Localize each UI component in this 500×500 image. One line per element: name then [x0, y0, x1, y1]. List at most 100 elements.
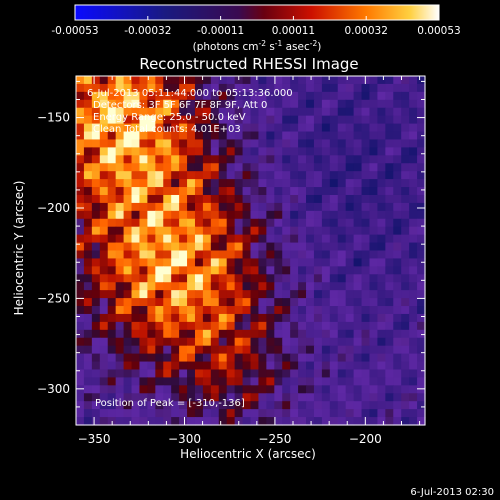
heatmap-cell — [393, 337, 402, 347]
heatmap-cell — [139, 234, 148, 244]
heatmap-cell — [234, 234, 244, 244]
heatmap-cell — [313, 226, 323, 236]
heatmap-cell — [83, 210, 93, 220]
heatmap-cell — [258, 274, 267, 283]
heatmap-cell — [115, 250, 125, 260]
heatmap-cell — [115, 163, 125, 172]
heatmap-cell — [385, 321, 394, 331]
heatmap-cell — [210, 115, 220, 125]
heatmap-cell — [258, 139, 267, 148]
heatmap-cell — [147, 242, 156, 252]
heatmap-cell — [313, 290, 323, 299]
heatmap-cell — [179, 147, 188, 156]
heatmap-cell — [282, 417, 291, 426]
heatmap-cell — [345, 361, 355, 371]
heatmap-cell — [361, 187, 371, 196]
heatmap-cell — [179, 385, 188, 394]
heatmap-cell — [99, 99, 109, 109]
heatmap-cell — [321, 306, 331, 315]
heatmap-cell — [171, 131, 180, 141]
heatmap-cell — [147, 226, 156, 236]
heatmap-cell — [329, 187, 339, 196]
heatmap-cell — [306, 361, 315, 371]
heatmap-cell — [417, 139, 426, 148]
heatmap-cell — [345, 321, 355, 331]
heatmap-cell — [361, 250, 371, 260]
heatmap-cell — [99, 329, 109, 339]
heatmap-cell — [202, 179, 212, 188]
heatmap-cell — [258, 337, 267, 347]
heatmap-cell — [337, 131, 347, 141]
heatmap-cell — [266, 210, 275, 220]
heatmap-cell — [202, 194, 212, 204]
heatmap-cell — [179, 83, 188, 93]
heatmap-cell — [163, 155, 172, 164]
heatmap-cell — [401, 250, 410, 260]
heatmap-cell — [155, 218, 164, 228]
heatmap-cell — [337, 187, 347, 196]
heatmap-cell — [290, 393, 299, 402]
heatmap-cell — [76, 107, 85, 117]
heatmap-cell — [369, 194, 379, 204]
heatmap-cell — [76, 115, 85, 125]
heatmap-cell — [234, 179, 244, 188]
heatmap-cell — [321, 163, 331, 172]
heatmap-cell — [194, 401, 204, 410]
heatmap-cell — [187, 361, 196, 371]
heatmap-cell — [353, 76, 363, 85]
heatmap-cell — [155, 202, 164, 212]
heatmap-cell — [171, 115, 180, 125]
heatmap-cell — [115, 115, 125, 125]
heatmap-cell — [401, 218, 410, 228]
heatmap-cell — [274, 163, 283, 172]
heatmap-cell — [202, 234, 212, 244]
heatmap-cell — [409, 298, 418, 307]
heatmap-cell — [250, 91, 260, 101]
heatmap-cell — [313, 361, 323, 371]
heatmap-cell — [107, 377, 117, 386]
heatmap-cell — [202, 187, 212, 196]
heatmap-cell — [163, 329, 172, 339]
heatmap-cell — [107, 313, 117, 323]
heatmap-cell — [385, 171, 394, 180]
heatmap-cell — [321, 369, 331, 379]
heatmap-cell — [417, 345, 426, 355]
heatmap-cell — [393, 123, 402, 133]
heatmap-cell — [139, 250, 148, 260]
heatmap-cell — [274, 329, 283, 339]
heatmap-cell — [83, 83, 93, 93]
heatmap-cell — [194, 163, 204, 172]
heatmap-cell — [298, 329, 307, 339]
heatmap-cell — [147, 282, 156, 291]
heatmap-cell — [417, 163, 426, 172]
heatmap-cell — [321, 377, 331, 386]
heatmap-cell — [369, 139, 379, 148]
heatmap-cell — [337, 242, 347, 252]
heatmap-cell — [361, 139, 371, 148]
heatmap-cell — [187, 123, 196, 133]
heatmap-cell — [194, 353, 204, 363]
heatmap-cell — [99, 115, 109, 125]
heatmap-cell — [163, 401, 172, 410]
heatmap-cell — [401, 345, 410, 355]
heatmap-cell — [313, 139, 323, 148]
heatmap-cell — [250, 99, 260, 109]
heatmap-cell — [194, 282, 204, 291]
heatmap-cell — [282, 258, 291, 267]
heatmap-cell — [282, 171, 291, 180]
heatmap-cell — [298, 369, 307, 379]
heatmap-cell — [242, 107, 252, 117]
heatmap-cell — [258, 258, 267, 267]
heatmap-cell — [258, 377, 267, 386]
heatmap-cell — [337, 202, 347, 212]
heatmap-cell — [218, 274, 228, 283]
heatmap-cell — [171, 76, 180, 85]
heatmap-cell — [163, 194, 172, 204]
heatmap-cell — [266, 123, 275, 133]
heatmap-cell — [147, 266, 156, 275]
heatmap-cell — [115, 242, 125, 252]
heatmap-cell — [99, 83, 109, 93]
heatmap-cell — [393, 377, 402, 386]
heatmap-cell — [377, 377, 386, 386]
heatmap-cell — [179, 234, 188, 244]
